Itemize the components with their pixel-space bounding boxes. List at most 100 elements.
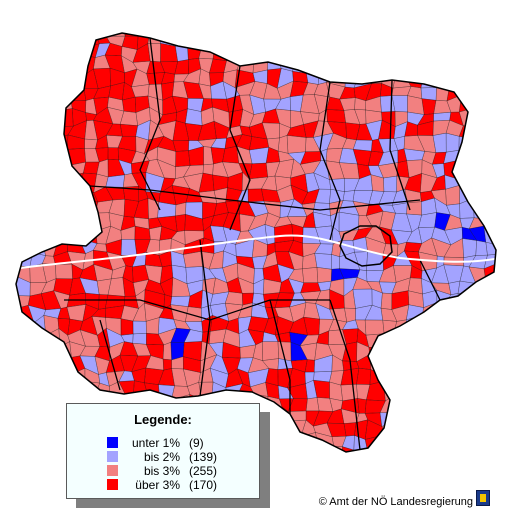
municipality-cell [33,111,46,127]
municipality-cell [450,33,463,49]
municipality-cell [73,33,85,50]
municipality-border [16,55,19,76]
municipality-border [29,423,46,440]
municipality-cell [446,133,460,153]
municipality-border [407,419,421,439]
municipality-border [41,20,59,32]
municipality-cell [301,34,321,48]
municipality-cell [122,82,136,101]
municipality-cell [93,120,113,140]
municipality-cell [93,264,113,282]
municipality-cell [302,42,321,63]
municipality-cell [316,397,333,412]
municipality-border [394,341,410,360]
municipality-border [54,202,74,219]
municipality-cell [170,328,191,343]
municipality-border [394,328,410,349]
municipality-cell [16,435,21,452]
municipality-cell [365,399,386,414]
municipality-cell [446,203,460,219]
municipality-border [462,369,474,388]
municipality-cell [16,237,33,254]
municipality-cell [302,227,321,244]
municipality-cell [266,161,280,177]
municipality-border [384,60,397,70]
municipality-border [54,217,72,231]
municipality-cell [95,135,109,149]
district-border [419,259,441,301]
municipality-cell [365,33,382,43]
municipality-cell [237,357,254,373]
municipality-cell [224,46,241,61]
municipality-cell [417,433,436,446]
municipality-cell [84,368,100,384]
municipality-border [482,43,496,62]
municipality-cell [236,256,255,269]
municipality-cell [226,277,243,294]
municipality-border [384,434,394,452]
municipality-cell [249,147,269,164]
municipality-cell [235,81,255,96]
municipality-cell [457,174,475,186]
municipality-border [434,357,451,373]
municipality-cell [290,174,308,193]
municipality-cell [53,341,72,358]
municipality-border [27,354,48,374]
municipality-cell [354,97,366,110]
municipality-border [26,383,42,400]
municipality-border [32,212,49,228]
municipality-border [20,447,35,452]
municipality-cell [329,381,343,401]
municipality-cell [120,318,134,336]
municipality-cell [120,216,136,231]
municipality-cell [16,252,33,268]
municipality-cell [54,20,74,30]
municipality-cell [424,33,438,36]
municipality-cell [290,110,304,128]
municipality-cell [343,190,355,202]
municipality-cell [239,109,254,128]
municipality-cell [261,176,277,191]
municipality-cell [85,293,100,310]
municipality-cell [300,160,321,175]
municipality-cell [395,43,409,61]
municipality-cell [157,120,176,141]
municipality-border [418,369,435,386]
municipality-cell [280,199,295,218]
municipality-cell [40,395,61,410]
municipality-cell [368,33,382,35]
municipality-cell [435,342,451,362]
municipality-border [41,419,59,440]
municipality-border [16,33,34,37]
municipality-border [42,226,60,245]
municipality-cell [105,317,122,336]
municipality-cell [16,81,21,101]
municipality-cell [210,212,229,227]
municipality-border [417,396,432,411]
municipality-cell [407,434,425,450]
municipality-border [19,407,31,426]
legend-label: bis 2% [143,450,180,464]
municipality-cell [203,146,214,165]
municipality-cell [357,163,371,179]
municipality-cell [405,58,425,76]
municipality-border [404,58,425,76]
municipality-cell [121,55,138,73]
municipality-cell [419,369,435,385]
municipality-cell [287,135,307,154]
municipality-cell [132,252,147,267]
municipality-cell [432,120,450,136]
municipality-cell [212,174,229,191]
municipality-border [431,35,452,46]
municipality-cell [420,408,435,423]
municipality-cell [418,33,438,48]
municipality-border [16,249,17,266]
municipality-cell [213,201,229,216]
municipality-border [286,33,304,37]
municipality-cell [16,354,21,373]
municipality-cell [275,96,291,111]
municipality-cell [105,305,125,319]
municipality-cell [27,395,45,408]
municipality-border [368,33,383,35]
municipality-border [137,33,151,37]
